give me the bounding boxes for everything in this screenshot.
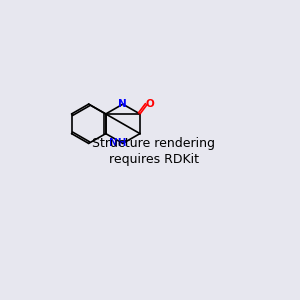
Text: O: O — [145, 99, 154, 109]
Text: NH: NH — [110, 138, 127, 148]
Text: Structure rendering
requires RDKit: Structure rendering requires RDKit — [92, 137, 215, 166]
Text: N: N — [118, 99, 127, 109]
